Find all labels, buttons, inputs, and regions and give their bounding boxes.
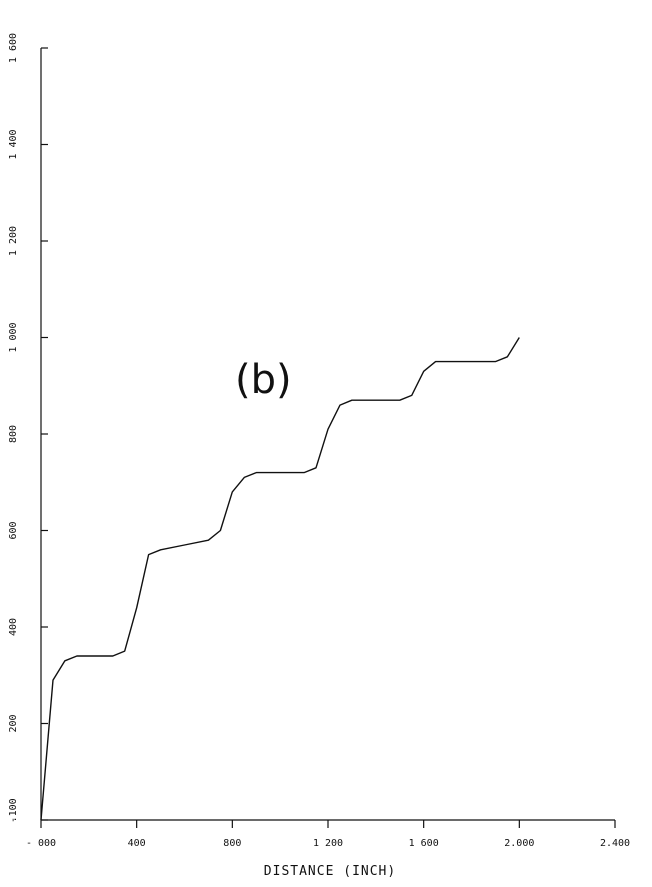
x-tick-label: - 000 (26, 838, 56, 849)
y-tick-label: - (8, 817, 19, 823)
y-tick-label: 1 600 (8, 33, 19, 63)
axes (40, 48, 615, 821)
x-tick-label: 1 600 (409, 838, 439, 849)
y-tick-label: 1 200 (8, 226, 19, 256)
y-tick-label: 800 (8, 425, 19, 443)
y-ticks: - 200 400 600 800 1 000 1 200 1 400 1 600 .100 (8, 33, 48, 823)
series-line (40, 337, 520, 821)
x-axis-label: DISTANCE (INCH) (264, 864, 396, 879)
x-ticks: - 000 400 800 1 200 1 600 2.000 2.400 (26, 820, 630, 849)
x-tick-label: 2.000 (504, 838, 534, 849)
y-tick-label: .100 (8, 798, 19, 822)
x-tick-label: 400 (128, 838, 146, 849)
series-layer (40, 337, 520, 821)
x-tick-label: 2.400 (600, 838, 630, 849)
y-tick-label: 1 000 (8, 322, 19, 352)
x-tick-label: 800 (223, 838, 241, 849)
y-tick-label: 200 (8, 714, 19, 732)
y-tick-label: 600 (8, 521, 19, 539)
x-tick-label: 1 200 (313, 838, 343, 849)
panel-annotation: (b) (235, 357, 292, 403)
y-tick-label: 400 (8, 618, 19, 636)
y-tick-label: 1 400 (8, 129, 19, 159)
